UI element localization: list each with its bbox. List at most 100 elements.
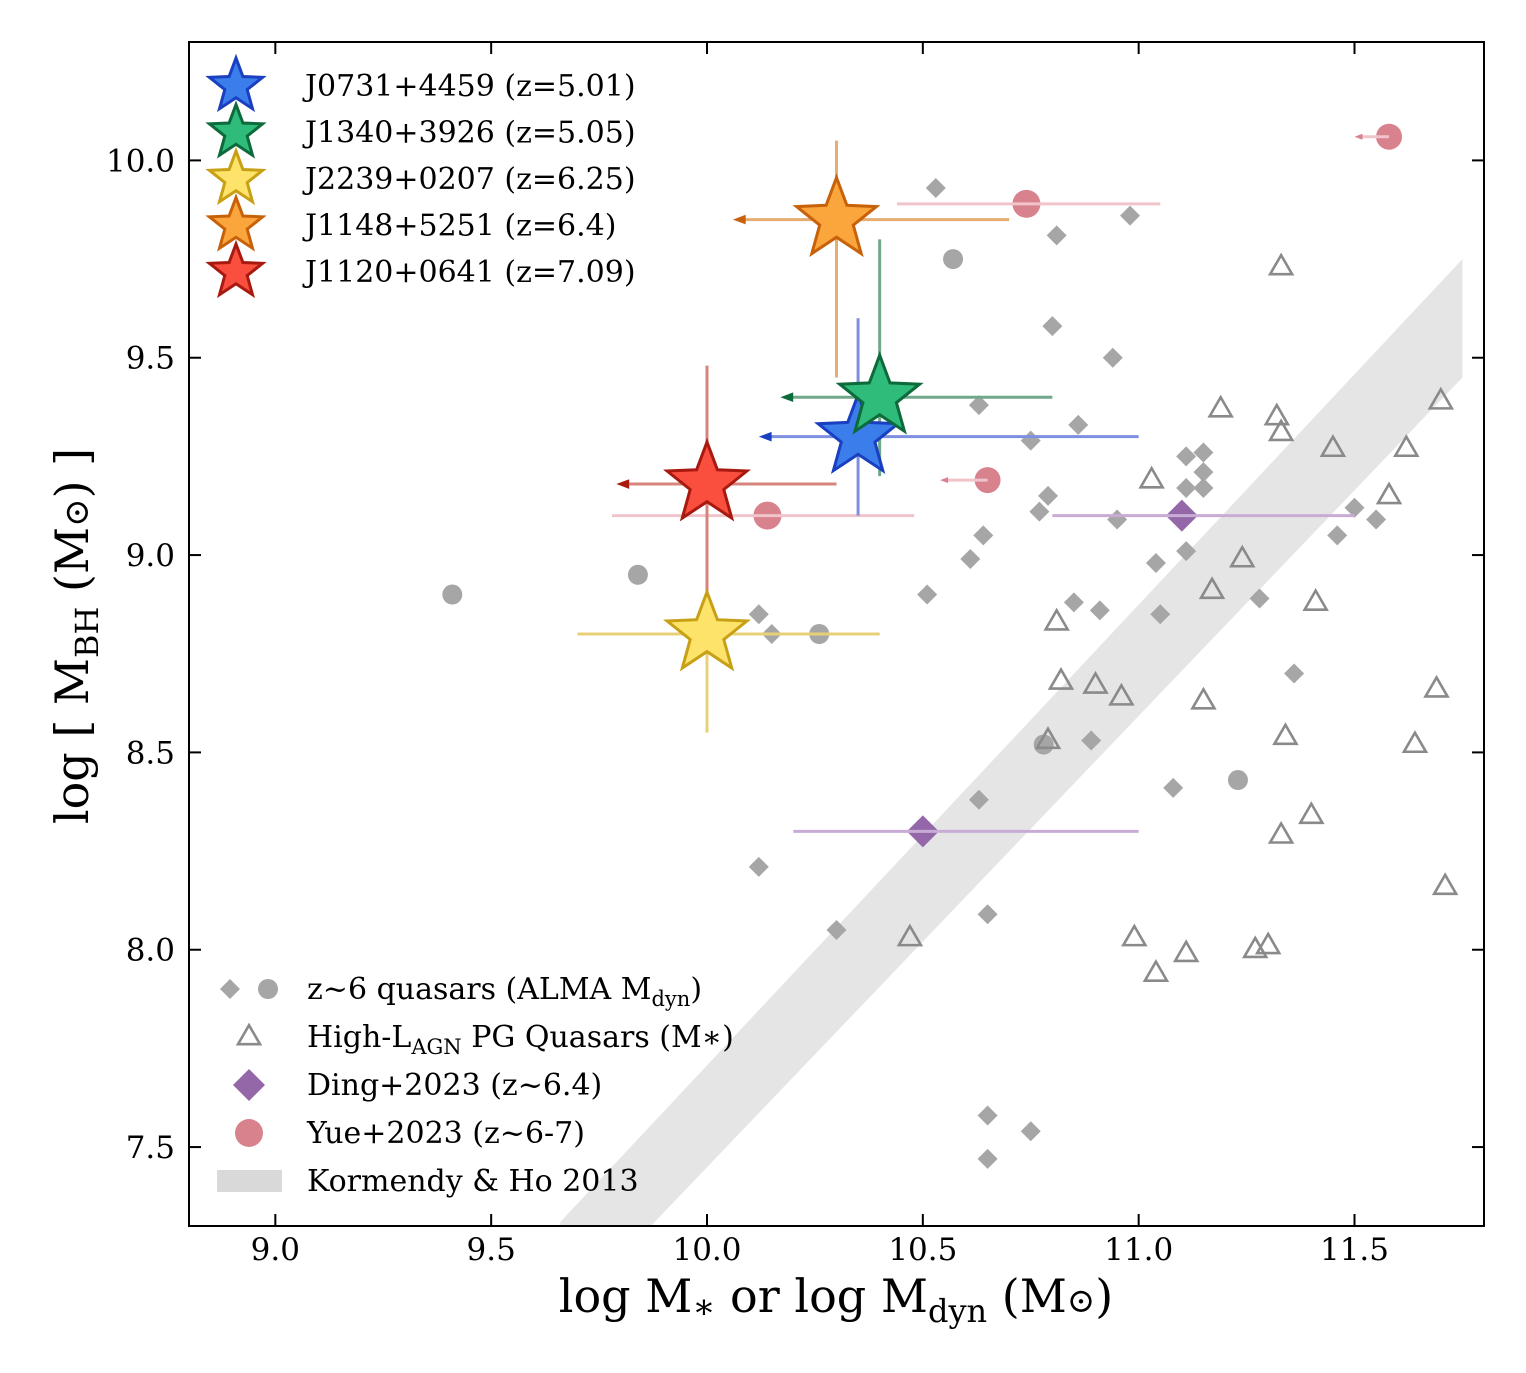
pg-quasar-triangle xyxy=(1121,923,1148,947)
pg-quasar-triangle xyxy=(1172,939,1200,963)
pg-quasar-triangle xyxy=(1431,872,1459,896)
pg-quasar-triangle xyxy=(1207,394,1234,418)
z6-quasar-diamond xyxy=(1163,777,1184,798)
target-star xyxy=(663,437,751,522)
grey-points-layer xyxy=(442,123,1459,1169)
pg-quasar-triangle xyxy=(1142,959,1170,982)
legend-yue-circle xyxy=(235,1119,263,1147)
pg-quasar-triangle xyxy=(1263,402,1291,426)
z6-quasar-diamond xyxy=(1038,485,1059,506)
y-tick-label: 10.0 xyxy=(106,143,175,179)
z6-quasar-diamond xyxy=(917,584,938,605)
z6-quasar-diamond xyxy=(1284,663,1305,684)
z6-quasar-diamond xyxy=(1327,525,1348,546)
z6-quasar-diamond xyxy=(1249,588,1270,609)
kormendy-ho-band-layer xyxy=(560,259,1463,1226)
legend-z6-circle xyxy=(258,979,278,999)
target-xlimit-arrow xyxy=(616,479,630,489)
pg-quasar-triangle xyxy=(1190,686,1217,710)
y-tick-label: 9.0 xyxy=(126,538,175,574)
z6-quasar-diamond xyxy=(1081,730,1102,751)
pg-quasar-triangle xyxy=(1267,252,1295,276)
pg-quasar-triangle xyxy=(1427,386,1455,410)
z6-quasar-diamond xyxy=(1344,497,1365,518)
z6-quasar-diamond xyxy=(977,904,998,925)
pg-quasar-triangle xyxy=(1229,544,1256,568)
legend-target-star xyxy=(205,53,267,113)
pg-quasar-triangle xyxy=(1082,670,1109,694)
pg-quasar-triangle xyxy=(1272,722,1299,746)
z6-quasar-diamond xyxy=(1366,509,1387,530)
y-tick-label: 9.5 xyxy=(126,341,175,377)
y-tick-label: 8.5 xyxy=(126,735,175,771)
z6-quasar-diamond xyxy=(1029,501,1050,522)
z6-quasar-diamond xyxy=(1046,225,1067,246)
z6-quasar-diamond xyxy=(1120,205,1141,226)
z6-quasar-diamond xyxy=(968,395,989,416)
z6-quasar-diamond xyxy=(1145,552,1166,573)
target-xlimit-arrow xyxy=(758,431,772,442)
legend-pg-triangle xyxy=(235,1022,263,1046)
z6-quasar-diamond xyxy=(1089,600,1110,621)
z6-quasar-diamond xyxy=(1176,477,1197,498)
z6-quasar-diamond xyxy=(977,1105,998,1126)
pg-quasar-triangle xyxy=(1198,576,1226,600)
z6-quasar-diamond xyxy=(973,525,994,546)
target-star xyxy=(792,173,881,258)
legend-sample-label: Kormendy & Ho 2013 xyxy=(307,1164,639,1199)
target-star xyxy=(835,350,924,435)
z6-quasar-circle xyxy=(943,249,964,270)
kormendy-ho-band xyxy=(560,259,1463,1226)
legend-sample-label: Ding+2023 (z~6.4) xyxy=(307,1068,602,1103)
plot-frame xyxy=(188,41,1485,1227)
pg-quasar-triangle xyxy=(1298,801,1325,825)
ticks-layer: 9.0 9.5 10.0 10.5 11.0 11.5 7.5 8.0 8.5 9.0 9.5 10.… xyxy=(106,42,1484,1268)
legend-target-star xyxy=(205,146,267,206)
legend-target-label: J1340+3926 (z=5.05) xyxy=(302,116,636,151)
pg-quasar-triangle xyxy=(1043,607,1070,631)
legend-target-star xyxy=(205,100,267,159)
x-tick-label: 10.5 xyxy=(888,1232,957,1268)
pg-quasar-triangle xyxy=(1108,682,1135,706)
z6-quasar-diamond xyxy=(1063,592,1084,613)
target-xlimit-arrow xyxy=(780,392,794,402)
target-star xyxy=(814,390,903,475)
z6-quasar-circle xyxy=(442,584,463,605)
pg-quasar-triangle xyxy=(896,923,924,947)
z6-quasar-diamond xyxy=(1150,604,1171,625)
z6-quasar-diamond xyxy=(968,789,989,810)
yue-limit-arrow xyxy=(1354,133,1363,140)
x-tick-label: 10.0 xyxy=(672,1232,741,1268)
pg-quasar-triangle xyxy=(1047,666,1075,690)
legend-sample-label: z~6 quasars (ALMA Mdyn) xyxy=(307,972,702,1011)
z6-quasar-diamond xyxy=(826,920,847,940)
z6-quasar-diamond xyxy=(748,604,769,625)
z6-quasar-diamond xyxy=(1176,541,1197,562)
legend-z6-diamond xyxy=(220,979,240,999)
z6-quasar-circle xyxy=(1033,734,1054,755)
y-tick-label: 7.5 xyxy=(126,1130,175,1166)
legend-sample-label: High-LAGN PG Quasars (M∗) xyxy=(307,1020,734,1059)
pg-quasar-triangle xyxy=(1267,820,1295,844)
pg-quasar-triangle xyxy=(1423,674,1450,698)
x-tick-label: 9.0 xyxy=(251,1232,300,1268)
pg-quasar-triangle xyxy=(1375,481,1403,505)
x-tick-label: 11.5 xyxy=(1320,1232,1389,1268)
z6-quasar-diamond xyxy=(1068,414,1089,435)
yue-limit-arrow xyxy=(940,477,949,484)
pg-quasar-triangle xyxy=(1393,434,1420,458)
z6-quasar-diamond xyxy=(1193,477,1214,498)
z6-quasar-diamond xyxy=(1193,462,1214,483)
z6-quasar-diamond xyxy=(748,856,769,877)
z6-quasar-diamond xyxy=(1020,1121,1041,1142)
pg-quasar-triangle xyxy=(1401,730,1429,754)
z6-quasar-diamond xyxy=(925,178,946,199)
legend-target-label: J1148+5251 (z=6.4) xyxy=(302,209,616,244)
highlight-marks-layer xyxy=(663,173,924,672)
pg-quasar-triangle xyxy=(1302,588,1329,611)
errorbar-layer xyxy=(577,133,1390,833)
z6-quasar-circle xyxy=(1227,770,1248,791)
legend-ding-diamond xyxy=(233,1069,265,1101)
